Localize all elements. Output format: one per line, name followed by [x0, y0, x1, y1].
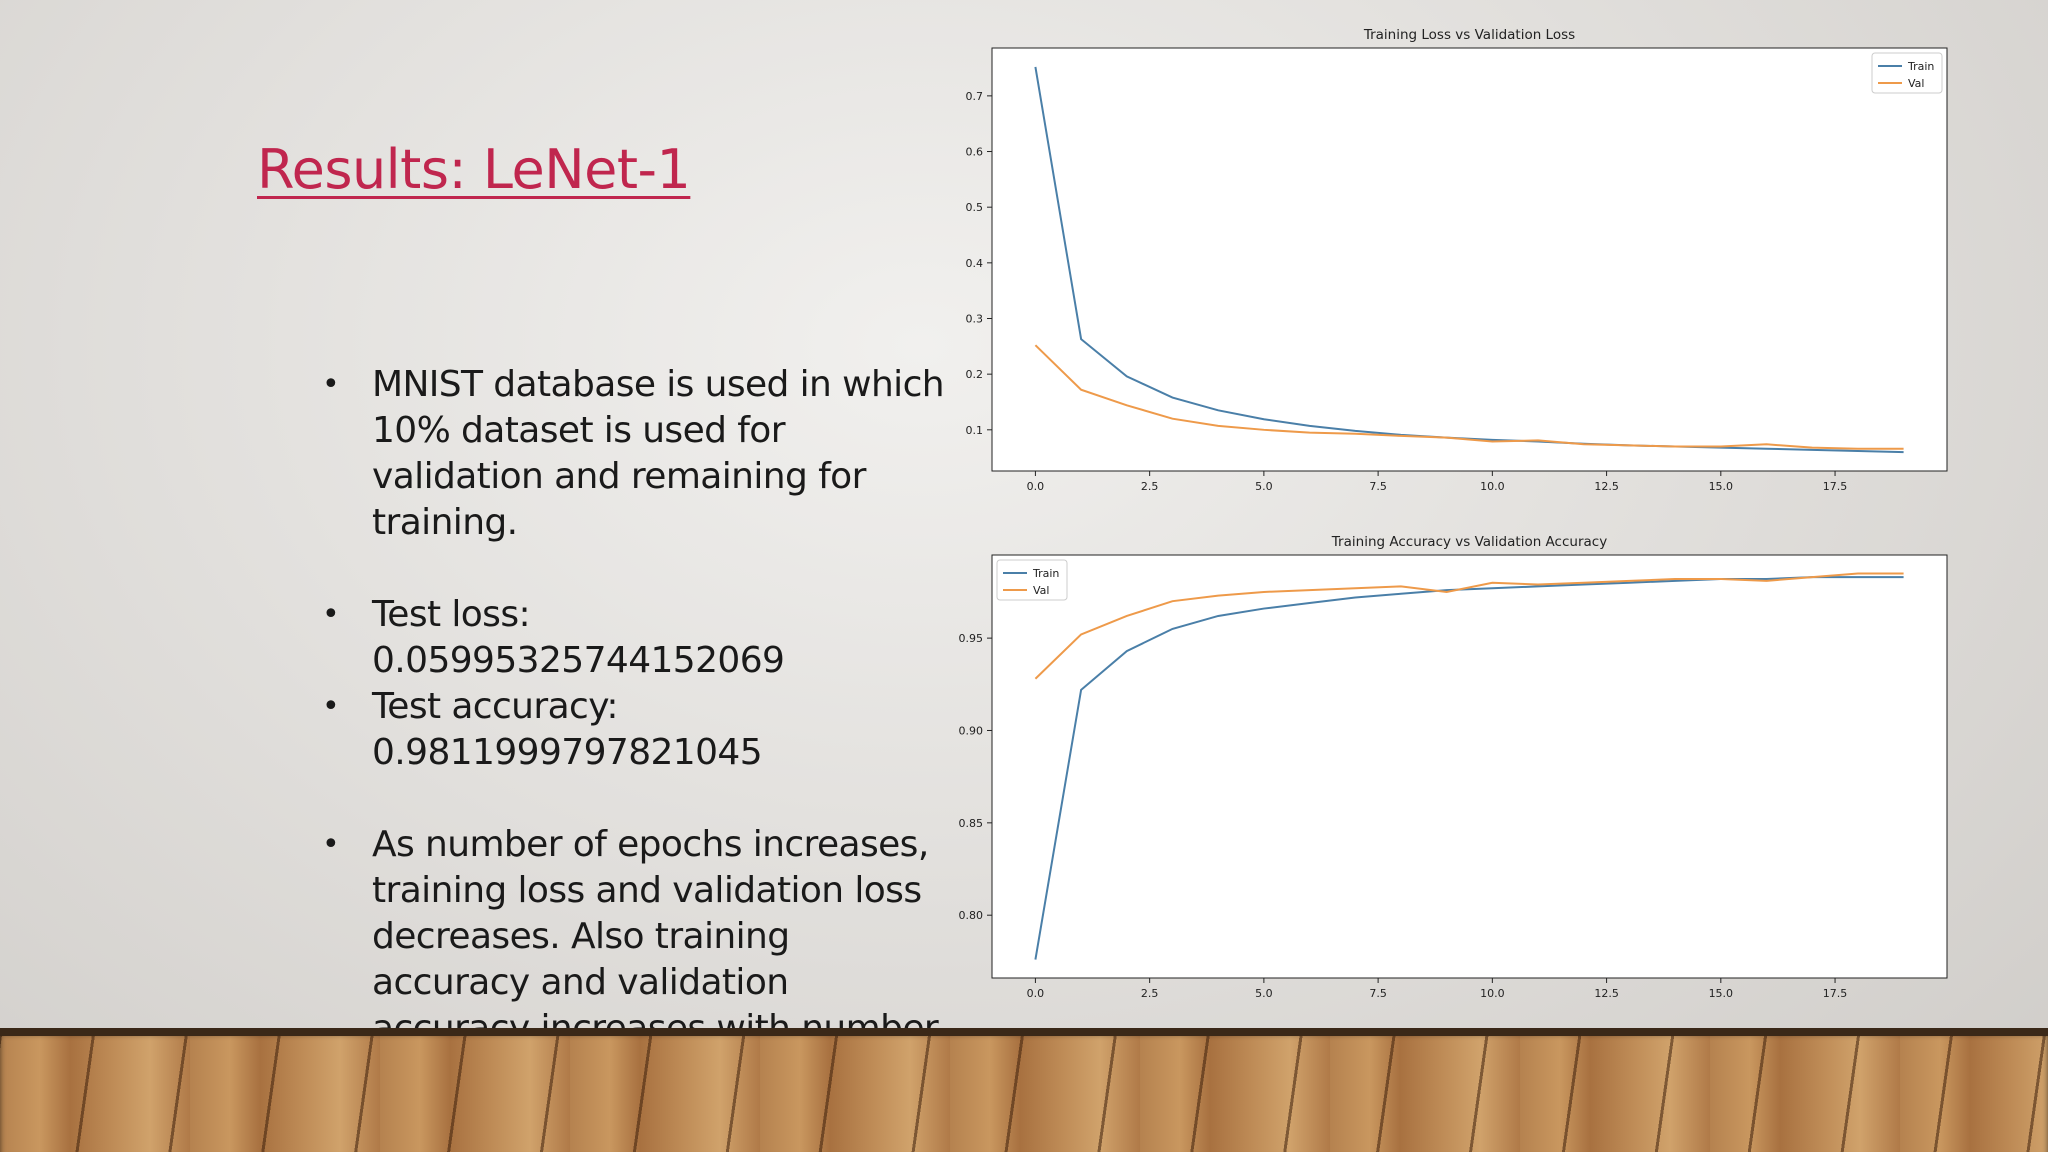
x-tick-label: 7.5	[1369, 480, 1387, 493]
y-tick-label: 0.1	[966, 424, 984, 437]
x-tick-label: 17.5	[1823, 480, 1848, 493]
legend-box	[1871, 52, 1943, 94]
y-tick-label: 0.80	[959, 909, 984, 922]
x-tick-label: 15.0	[1709, 480, 1734, 493]
bullet-test-accuracy: Test accuracy: 0.9811999797821045	[322, 684, 772, 776]
accuracy-chart: Training Accuracy vs Validation Accuracy…	[959, 534, 1948, 1000]
series-line-train	[1034, 576, 1904, 960]
bullet-list: MNIST database is used in which 10% data…	[322, 362, 947, 1098]
series-line-val	[1034, 344, 1904, 450]
series-line-val	[1034, 572, 1904, 680]
chart-legend: Train Val	[1871, 52, 1943, 94]
x-tick-label: 0.0	[1027, 480, 1045, 493]
x-tick-label: 0.0	[1027, 987, 1045, 1000]
legend-label: Train	[1032, 567, 1059, 580]
legend-box	[996, 559, 1068, 601]
x-tick-label: 5.0	[1255, 480, 1273, 493]
slide-title: Results: LeNet-1	[257, 138, 691, 201]
bullet-dataset: MNIST database is used in which 10% data…	[322, 362, 947, 546]
x-tick-label: 7.5	[1369, 987, 1387, 1000]
slide: Results: LeNet-1 MNIST database is used …	[0, 0, 2048, 1028]
y-tick-label: 0.5	[966, 201, 984, 214]
chart-title: Training Loss vs Validation Loss	[1363, 27, 1575, 43]
y-tick-label: 0.90	[959, 724, 984, 737]
plot-area	[991, 47, 1948, 472]
y-tick-label: 0.3	[966, 312, 984, 325]
x-tick-label: 12.5	[1594, 987, 1619, 1000]
y-tick-label: 0.4	[966, 257, 984, 270]
legend-label: Val	[1033, 584, 1049, 597]
x-tick-label: 2.5	[1141, 987, 1159, 1000]
x-tick-label: 15.0	[1709, 987, 1734, 1000]
plot-area	[991, 554, 1948, 979]
y-tick-label: 0.85	[959, 817, 984, 830]
loss-chart: Training Loss vs Validation Loss 0.0 2.5 5.…	[966, 27, 1948, 493]
y-tick-label: 0.2	[966, 368, 984, 381]
x-tick-label: 12.5	[1594, 480, 1619, 493]
legend-label: Val	[1908, 77, 1924, 90]
x-tick-label: 2.5	[1141, 480, 1159, 493]
chart-legend: Train Val	[996, 559, 1068, 601]
wooden-floor	[0, 1028, 2048, 1152]
floor-edge	[0, 1028, 2048, 1036]
x-tick-label: 10.0	[1480, 987, 1505, 1000]
x-tick-label: 17.5	[1823, 987, 1848, 1000]
legend-label: Train	[1907, 60, 1934, 73]
chart-title: Training Accuracy vs Validation Accuracy	[1331, 534, 1607, 550]
y-tick-label: 0.95	[959, 632, 984, 645]
bullet-test-loss: Test loss: 0.05995325744152069	[322, 592, 947, 684]
y-tick-label: 0.7	[966, 90, 984, 103]
x-tick-label: 5.0	[1255, 987, 1273, 1000]
x-tick-label: 10.0	[1480, 480, 1505, 493]
y-tick-label: 0.6	[966, 146, 984, 159]
